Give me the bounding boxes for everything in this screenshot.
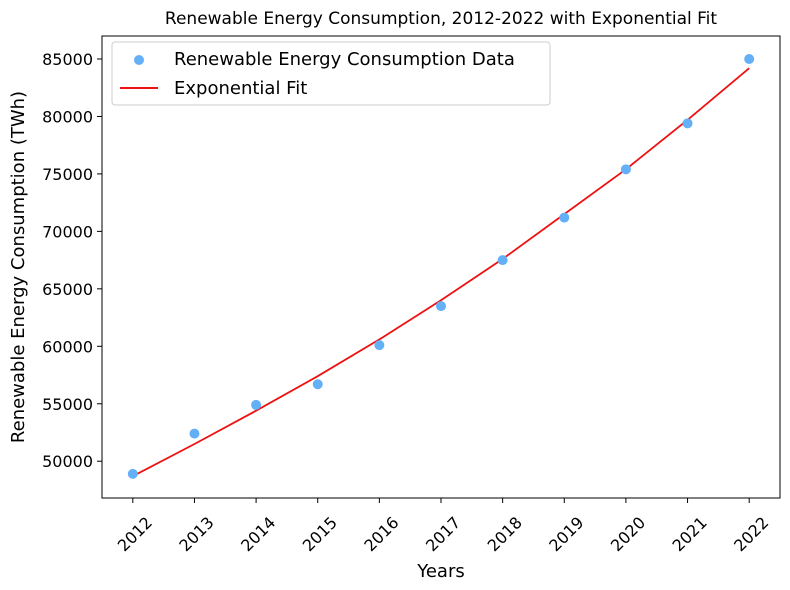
x-tick-label: 2015 <box>299 513 341 555</box>
data-point <box>436 301 446 312</box>
x-tick-label: 2013 <box>175 513 217 555</box>
y-axis: 50000 55000 60000 65000 70000 75000 80000 85000 <box>42 50 102 471</box>
plot-area <box>127 53 755 479</box>
y-tick-label: 50000 <box>42 452 93 471</box>
data-point <box>374 340 385 351</box>
data-point <box>744 53 755 64</box>
x-tick-label: 2018 <box>484 513 526 555</box>
x-tick-label: 2017 <box>422 513 464 555</box>
x-axis-label: Years <box>416 561 465 582</box>
data-point <box>620 164 631 175</box>
x-tick-label: 2014 <box>237 513 279 555</box>
data-point <box>497 255 508 266</box>
data-point <box>127 468 138 479</box>
x-tick-label: 2019 <box>545 513 587 555</box>
x-tick-label: 2021 <box>669 513 711 555</box>
y-axis-label: Renewable Energy Consumption (TWh) <box>8 91 29 443</box>
y-tick-label: 55000 <box>42 395 93 414</box>
chart-title: Renewable Energy Consumption, 2012-2022 … <box>165 9 717 29</box>
y-tick-label: 70000 <box>42 222 93 241</box>
legend-label-scatter: Renewable Energy Consumption Data <box>174 49 515 70</box>
y-tick-label: 60000 <box>42 337 93 356</box>
x-tick-label: 2022 <box>730 513 772 555</box>
data-point <box>682 118 693 129</box>
legend-marker-scatter <box>134 55 144 65</box>
y-tick-label: 85000 <box>42 50 93 69</box>
x-tick-label: 2012 <box>114 513 156 555</box>
exponential-fit-line <box>132 67 750 477</box>
x-tick-label: 2016 <box>360 513 402 555</box>
x-axis: 2012 2013 2014 2015 2016 2017 2018 2019 2020 2021… <box>114 498 772 555</box>
legend-box <box>111 41 551 106</box>
legend-label-fit: Exponential Fit <box>174 78 307 99</box>
y-tick-label: 75000 <box>42 165 93 184</box>
data-point <box>559 212 570 223</box>
x-tick-label: 2020 <box>607 513 649 555</box>
data-point <box>251 399 262 410</box>
y-tick-label: 80000 <box>42 107 93 126</box>
data-point <box>312 379 323 390</box>
y-tick-label: 65000 <box>42 280 93 299</box>
data-point <box>189 428 200 439</box>
legend: Renewable Energy Consumption Data Expone… <box>111 41 551 106</box>
